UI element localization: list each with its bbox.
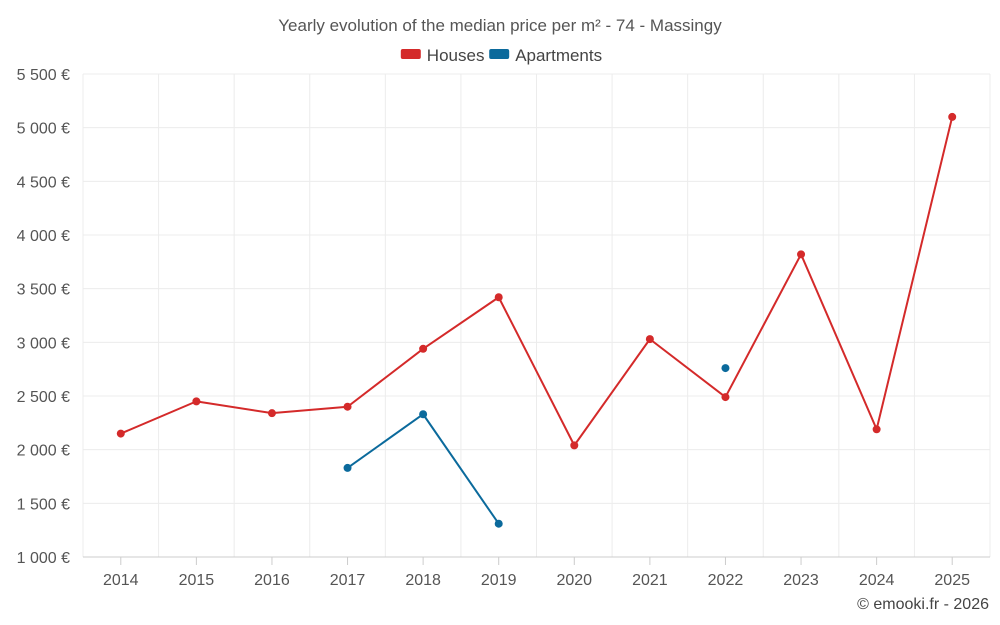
x-tick-label: 2020 xyxy=(556,572,592,589)
apartments-point-2022[interactable] xyxy=(721,364,730,373)
x-tick-label: 2024 xyxy=(859,572,895,589)
chart-title: Yearly evolution of the median price per… xyxy=(278,16,722,35)
y-tick-label: 2 000 € xyxy=(17,443,70,460)
y-tick-label: 4 000 € xyxy=(17,228,70,245)
houses-point-2022[interactable] xyxy=(721,393,730,402)
houses-point-2014[interactable] xyxy=(116,429,125,438)
series-layer xyxy=(116,112,957,528)
y-tick-label: 1 000 € xyxy=(17,550,70,567)
legend: Houses Apartments xyxy=(400,46,602,65)
houses-point-2017[interactable] xyxy=(343,402,352,411)
y-tick-label: 4 500 € xyxy=(17,174,70,191)
x-tick-label: 2023 xyxy=(783,572,819,589)
apartments-point-2017[interactable] xyxy=(343,463,352,472)
houses-point-2019[interactable] xyxy=(494,293,503,302)
y-tick-label: 2 500 € xyxy=(17,389,70,406)
y-tick-label: 1 500 € xyxy=(17,496,70,513)
x-tick-label: 2018 xyxy=(405,572,441,589)
houses-point-2023[interactable] xyxy=(797,250,806,259)
grid-lines xyxy=(82,73,991,557)
x-axis: 2014 2015 2016 2017 2018 2019 2020 2021 2022 2023… xyxy=(83,556,990,589)
houses-series-line xyxy=(120,116,954,447)
x-tick-label: 2016 xyxy=(254,572,290,589)
y-axis: 1 000 € 1 500 € 2 000 € 2 500 € 3 000 € 3 500… xyxy=(17,67,70,567)
x-tick-label: 2025 xyxy=(934,572,970,589)
x-tick-label: 2019 xyxy=(481,572,517,589)
apartments-series-line xyxy=(346,413,500,525)
houses-point-2025[interactable] xyxy=(948,112,957,121)
legend-swatch xyxy=(400,49,421,59)
houses-point-2016[interactable] xyxy=(267,409,276,418)
x-tick-label: 2021 xyxy=(632,572,668,589)
houses-point-2024[interactable] xyxy=(872,425,881,434)
apartments-point-2018[interactable] xyxy=(419,410,428,419)
y-tick-label: 3 500 € xyxy=(17,282,70,299)
y-tick-label: 5 500 € xyxy=(17,67,70,84)
apartments-point-2019[interactable] xyxy=(494,519,503,528)
x-tick-label: 2017 xyxy=(330,572,366,589)
legend-item-houses[interactable]: Houses xyxy=(400,46,485,65)
legend-swatch xyxy=(489,49,510,59)
houses-point-2021[interactable] xyxy=(645,335,654,344)
legend-label: Houses xyxy=(427,46,485,65)
y-tick-label: 5 000 € xyxy=(17,121,70,138)
houses-point-2020[interactable] xyxy=(570,441,579,450)
legend-item-apartments[interactable]: Apartments xyxy=(489,46,602,65)
houses-point-2015[interactable] xyxy=(192,397,201,406)
x-tick-label: 2015 xyxy=(179,572,215,589)
houses-point-2018[interactable] xyxy=(419,344,428,353)
x-tick-label: 2014 xyxy=(103,572,139,589)
credit-text: © emooki.fr - 2026 xyxy=(857,596,989,613)
x-tick-label: 2022 xyxy=(708,572,744,589)
y-tick-label: 3 000 € xyxy=(17,335,70,352)
legend-label: Apartments xyxy=(515,46,602,65)
